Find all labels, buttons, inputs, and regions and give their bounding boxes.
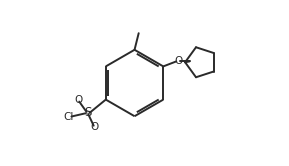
Text: O: O: [90, 122, 98, 132]
Text: S: S: [84, 106, 91, 119]
Text: O: O: [74, 95, 83, 105]
Text: O: O: [174, 56, 182, 66]
Text: Cl: Cl: [63, 112, 74, 122]
